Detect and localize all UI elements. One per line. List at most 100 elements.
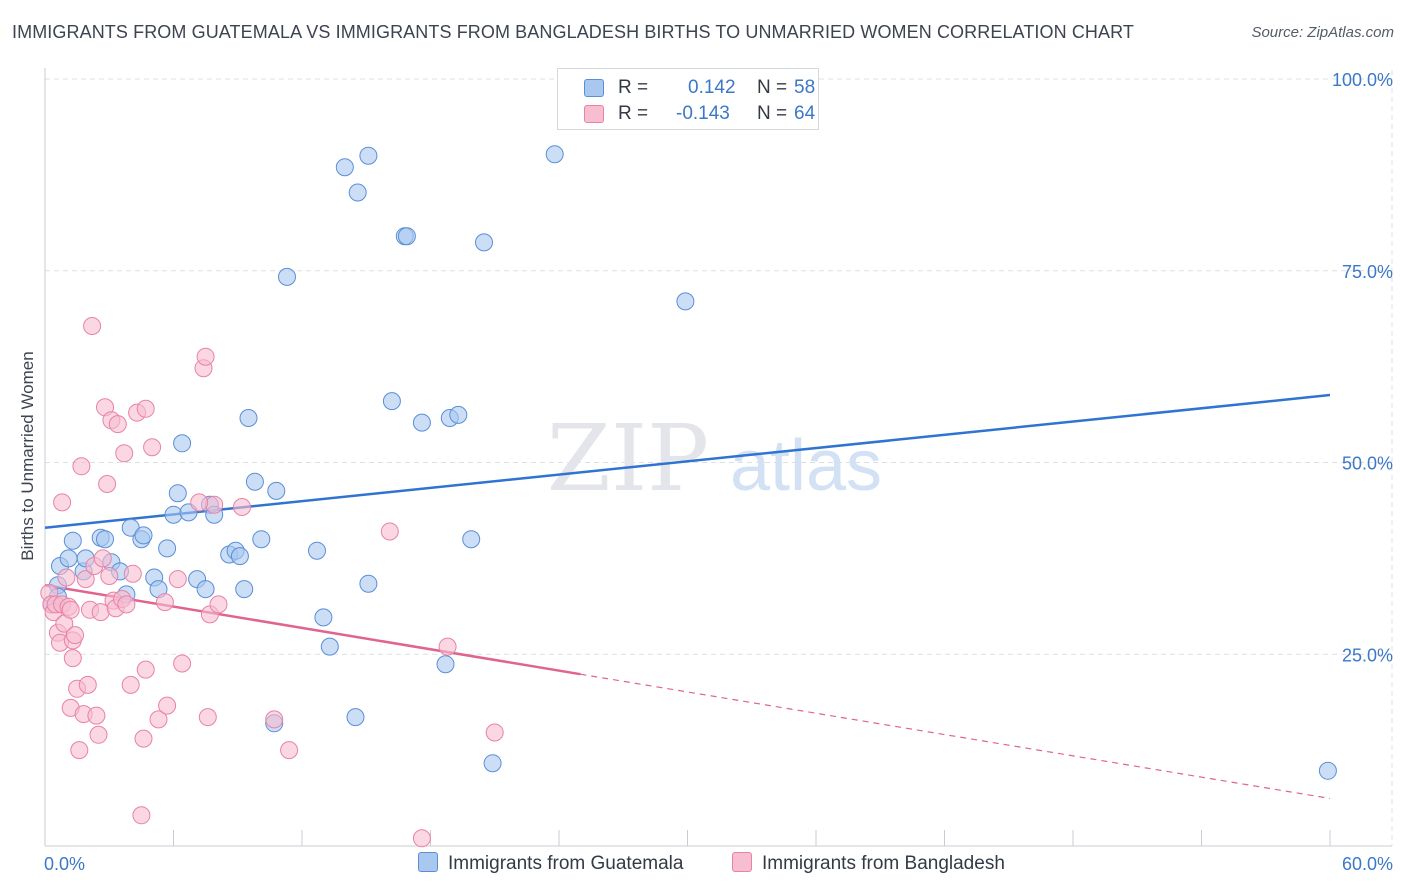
- guatemala-point: [196, 580, 215, 599]
- bangladesh-point: [115, 444, 134, 463]
- guatemala-swatch-icon: [584, 79, 604, 97]
- guatemala-point: [320, 637, 339, 656]
- guatemala-swatch-icon: [418, 852, 438, 872]
- guatemala-point: [545, 145, 564, 164]
- bangladesh-point: [61, 600, 80, 619]
- bangladesh-point: [108, 415, 127, 434]
- axes: [44, 68, 1392, 847]
- bangladesh-point: [196, 347, 215, 366]
- bangladesh-point: [63, 649, 82, 668]
- guatemala-point: [230, 547, 249, 566]
- bangladesh-point: [117, 595, 136, 614]
- bangladesh-point: [485, 723, 504, 742]
- source-label: Source: ZipAtlas.com: [1251, 24, 1394, 41]
- bangladesh-point: [53, 493, 72, 512]
- guatemala-point: [676, 292, 695, 311]
- bangladesh-point: [121, 675, 140, 694]
- bangladesh-point: [98, 475, 117, 493]
- bottom-legend-guatemala: Immigrants from Guatemala: [418, 852, 683, 876]
- bottom-legend-label: Immigrants from Bangladesh: [762, 853, 1005, 874]
- legend-n-value: 58: [794, 77, 816, 98]
- bangladesh-point: [198, 708, 217, 727]
- bangladesh-point: [123, 564, 142, 583]
- legend-r-value: 0.142: [688, 77, 736, 98]
- bangladesh-point: [190, 493, 209, 512]
- guatemala-point: [483, 754, 502, 773]
- bangladesh-point: [87, 706, 106, 725]
- guatemala-point: [382, 392, 401, 411]
- guatemala-point: [59, 549, 78, 568]
- bangladesh-point: [209, 595, 228, 614]
- guatemala-point: [359, 146, 378, 165]
- bangladesh-point: [149, 710, 168, 729]
- guatemala-point: [346, 708, 365, 727]
- bangladesh-swatch-icon: [584, 105, 604, 123]
- bangladesh-point: [134, 729, 153, 748]
- watermark: ZIP atlas: [547, 405, 882, 512]
- bangladesh-point: [136, 660, 155, 679]
- legend-r-value: -0.143: [676, 103, 730, 124]
- guatemala-point: [335, 158, 354, 177]
- guatemala-point: [134, 526, 153, 545]
- guatemala-point: [314, 608, 333, 627]
- guatemala-trend-line: [44, 393, 1331, 529]
- watermark-atlas: atlas: [730, 426, 882, 506]
- bangladesh-point: [136, 399, 155, 418]
- guatemala-point: [158, 539, 177, 558]
- guatemala-point: [462, 530, 481, 549]
- data-points: [40, 145, 1337, 848]
- bangladesh-point: [89, 725, 108, 744]
- bangladesh-point: [93, 549, 112, 568]
- bangladesh-point: [412, 829, 431, 848]
- guatemala-point: [308, 541, 326, 560]
- guatemala-point: [235, 580, 254, 599]
- bangladesh-point: [168, 570, 187, 589]
- guatemala-point: [1318, 761, 1337, 780]
- bangladesh-point: [100, 567, 119, 585]
- bangladesh-point: [83, 317, 102, 335]
- bangladesh-point: [66, 626, 84, 645]
- bangladesh-point: [78, 675, 97, 694]
- watermark-zip: ZIP: [547, 405, 709, 512]
- guatemala-point: [348, 183, 367, 202]
- guatemala-point: [267, 481, 286, 500]
- bangladesh-point: [143, 438, 162, 457]
- bangladesh-point: [280, 741, 299, 760]
- correlation-legend: R = 0.142 N = 58 R = -0.143 N = 64: [557, 68, 819, 130]
- guatemala-point: [359, 574, 378, 593]
- y-tick-label: 100.0%: [1332, 70, 1393, 90]
- bangladesh-point: [233, 498, 251, 516]
- y-tick-label: 25.0%: [1342, 645, 1393, 665]
- guatemala-point: [449, 405, 468, 424]
- bangladesh-point: [158, 696, 177, 715]
- guatemala-point: [239, 409, 258, 427]
- guatemala-point: [245, 472, 264, 491]
- bangladesh-point: [438, 637, 457, 656]
- grid-lines: [45, 70, 1393, 846]
- bottom-legend-bangladesh: Immigrants from Bangladesh: [732, 852, 1005, 876]
- bottom-legend-label: Immigrants from Guatemala: [448, 853, 684, 874]
- y-tick-label: 75.0%: [1342, 262, 1393, 282]
- guatemala-point: [63, 531, 82, 550]
- bangladesh-point: [57, 568, 76, 587]
- bangladesh-point: [155, 593, 174, 612]
- guatemala-point: [397, 227, 416, 246]
- x-tick-label: 60.0%: [1342, 854, 1393, 874]
- guatemala-point: [475, 233, 493, 252]
- bangladesh-point: [265, 710, 284, 729]
- guatemala-point: [436, 655, 455, 674]
- y-tick-label: 50.0%: [1342, 454, 1393, 474]
- legend-n-label: N =: [757, 103, 788, 124]
- bangladesh-point: [132, 806, 151, 825]
- bangladesh-point: [70, 741, 89, 760]
- chart-title: IMMIGRANTS FROM GUATEMALA VS IMMIGRANTS …: [12, 22, 1134, 42]
- guatemala-point: [252, 530, 271, 549]
- bangladesh-trend-extension: [580, 673, 1331, 800]
- bangladesh-point: [76, 570, 95, 589]
- legend-r-label: R =: [618, 103, 649, 124]
- bangladesh-point: [72, 457, 91, 476]
- bangladesh-point: [380, 522, 399, 541]
- bangladesh-swatch-icon: [732, 852, 752, 872]
- guatemala-point: [173, 434, 192, 453]
